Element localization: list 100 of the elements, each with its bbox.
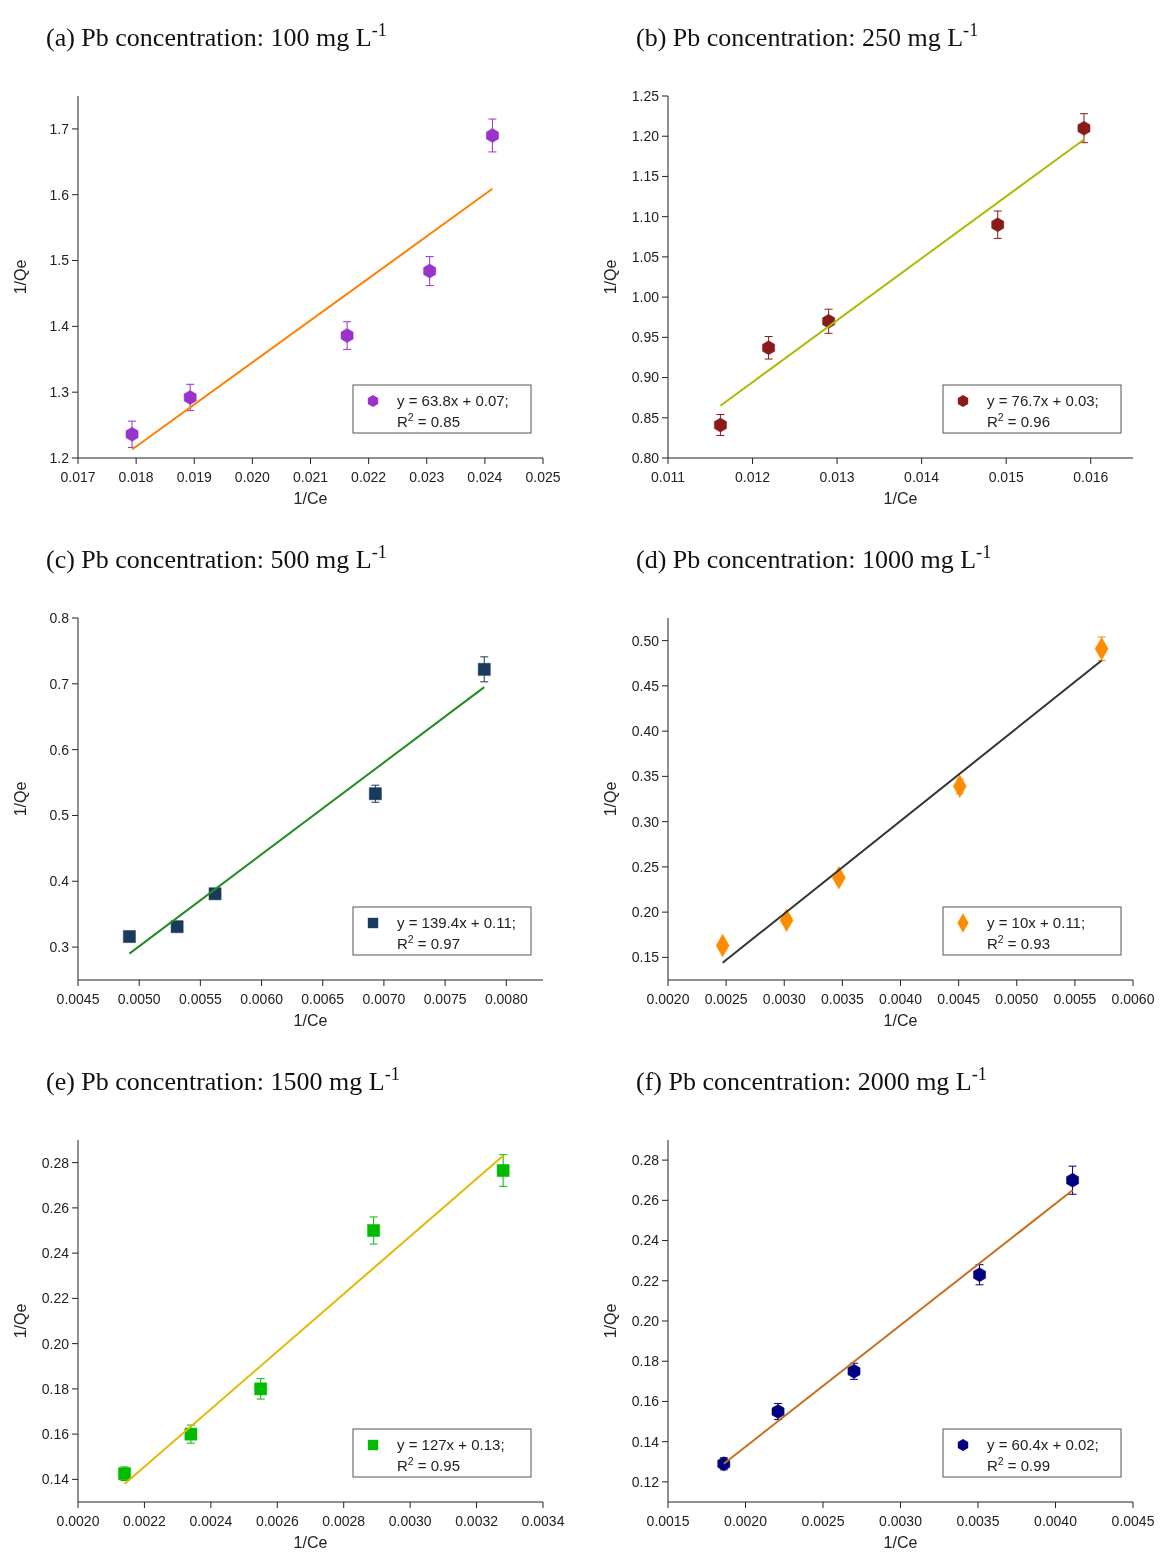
point [183, 390, 197, 405]
y-tick-label: 0.20 [41, 1335, 70, 1352]
point [170, 920, 184, 933]
y-tick-label: 0.26 [41, 1199, 70, 1216]
y-axis-title: 1/Qe [12, 259, 29, 295]
x-tick-label: 0.0045 [56, 991, 100, 1007]
x-tick-label: 0.0025 [704, 991, 748, 1007]
x-axis-title: 1/Ce [293, 1012, 328, 1029]
x-tick-label: 0.019 [176, 469, 212, 485]
x-tick-label: 0.0050 [995, 991, 1039, 1007]
point [1077, 120, 1091, 136]
y-tick-label: 0.24 [631, 1232, 660, 1249]
y-tick-label: 1.10 [631, 208, 660, 225]
point [254, 1382, 267, 1396]
x-axis-title: 1/Ce [883, 1534, 918, 1551]
x-tick-label: 0.0020 [724, 1513, 768, 1529]
y-tick-label: 0.14 [631, 1433, 660, 1450]
x-tick-label: 0.0045 [937, 991, 981, 1007]
y-tick-label: 0.85 [631, 409, 660, 426]
x-tick-label: 0.023 [409, 469, 445, 485]
y-tick-label: 1.6 [49, 186, 70, 203]
y-tick-label: 1.7 [49, 120, 70, 137]
y-tick-label: 0.8 [49, 609, 70, 626]
y-tick-label: 0.28 [41, 1154, 70, 1171]
point [423, 263, 436, 279]
x-tick-label: 0.016 [1073, 469, 1109, 485]
x-tick-label: 0.0025 [801, 1513, 845, 1529]
x-tick-label: 0.025 [525, 469, 561, 485]
y-tick-label: 0.80 [631, 449, 660, 466]
x-tick-label: 0.024 [467, 469, 503, 485]
legend-label: y = 63.8x + 0.07; R$^{2}$ = 0.85 [397, 392, 509, 430]
x-tick-label: 0.0030 [879, 1513, 923, 1529]
y-tick-label: 0.7 [49, 675, 70, 692]
y-tick-label: 0.24 [41, 1245, 70, 1262]
y-tick-label: 0.35 [631, 768, 660, 785]
x-tick-label: 0.0065 [301, 991, 345, 1007]
x-tick-label: 0.0040 [1034, 1513, 1078, 1529]
x-tick-label: 0.021 [292, 469, 329, 485]
x-tick-label: 0.015 [988, 469, 1024, 485]
x-tick-label: 0.0060 [240, 991, 284, 1007]
y-tick-label: 1.00 [631, 289, 660, 306]
x-axis-title: 1/Ce [883, 490, 918, 507]
x-axis-title: 1/Ce [883, 1012, 918, 1029]
y-tick-label: 0.40 [631, 723, 660, 740]
chart-title: (d) Pb concentration: 1000 mg L$^{-1}$ [636, 542, 992, 574]
chart-title: (c) Pb concentration: 500 mg L$^{-1}$ [46, 542, 387, 574]
x-tick-label: 0.0030 [762, 991, 806, 1007]
x-tick-label: 0.0032 [455, 1513, 499, 1529]
y-tick-label: 0.15 [631, 949, 660, 966]
legend-label: y = 127x + 0.13; R$^{2}$ = 0.95 [397, 1436, 505, 1474]
point [762, 340, 775, 356]
point [496, 1164, 510, 1177]
y-tick-label: 0.28 [631, 1152, 660, 1169]
y-tick-label: 0.14 [41, 1471, 70, 1488]
point [1066, 1172, 1079, 1188]
point [486, 128, 499, 143]
y-tick-label: 0.20 [631, 1312, 660, 1329]
y-tick-label: 1.25 [631, 87, 660, 104]
x-tick-label: 0.0050 [117, 991, 161, 1007]
point [477, 663, 491, 676]
x-tick-label: 0.017 [60, 469, 96, 485]
chart-title: (f) Pb concentration: 2000 mg L$^{-1}$ [636, 1064, 987, 1096]
x-tick-label: 0.0055 [178, 991, 222, 1007]
point [125, 427, 139, 442]
x-tick-label: 0.0022 [123, 1513, 167, 1529]
y-tick-label: 0.20 [631, 904, 660, 921]
x-tick-label: 0.0055 [1053, 991, 1097, 1007]
y-axis-title: 1/Qe [12, 1303, 29, 1339]
legend-label: y = 76.7x + 0.03; R$^{2}$ = 0.96 [987, 392, 1099, 430]
legend-label: y = 139.4x + 0.11; R$^{2}$ = 0.97 [397, 914, 516, 952]
y-tick-label: 0.3 [49, 938, 70, 955]
y-tick-label: 0.22 [41, 1290, 70, 1307]
legend-label: y = 60.4x + 0.02; R$^{2}$ = 0.99 [987, 1436, 1099, 1474]
chart-title: (e) Pb concentration: 1500 mg L$^{-1}$ [46, 1064, 400, 1096]
x-tick-label: 0.012 [735, 469, 771, 485]
x-tick-label: 0.0020 [646, 991, 690, 1007]
x-tick-label: 0.0080 [484, 991, 528, 1007]
x-tick-label: 0.020 [234, 469, 271, 485]
x-tick-label: 0.013 [819, 469, 855, 485]
y-tick-label: 1.2 [49, 449, 70, 466]
y-tick-label: 0.18 [41, 1380, 70, 1397]
point [367, 1224, 380, 1237]
y-tick-label: 1.15 [631, 168, 660, 185]
y-tick-label: 0.90 [631, 369, 660, 386]
x-tick-label: 0.0026 [255, 1513, 299, 1529]
y-tick-label: 0.95 [631, 329, 660, 346]
y-tick-label: 0.30 [631, 813, 660, 830]
y-tick-label: 0.4 [49, 873, 70, 890]
x-tick-label: 0.0070 [362, 991, 406, 1007]
x-tick-label: 0.0075 [423, 991, 467, 1007]
x-tick-label: 0.0060 [1111, 991, 1155, 1007]
x-tick-label: 0.022 [351, 469, 387, 485]
y-tick-label: 1.20 [631, 128, 660, 145]
x-tick-label: 0.0035 [820, 991, 864, 1007]
y-tick-label: 0.26 [631, 1192, 660, 1209]
x-tick-label: 0.018 [118, 469, 154, 485]
y-axis-title: 1/Qe [602, 259, 619, 295]
point [991, 217, 1005, 232]
point [973, 1267, 986, 1282]
y-tick-label: 0.22 [631, 1272, 660, 1289]
